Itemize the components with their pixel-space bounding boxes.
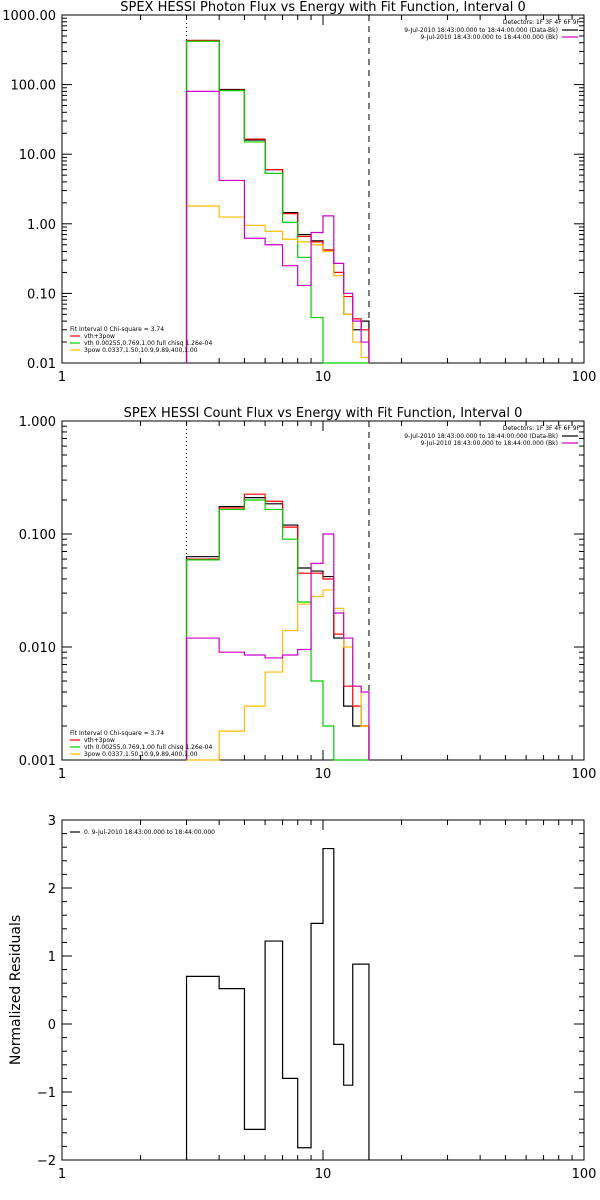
y-tick-label: 0 — [48, 1018, 56, 1033]
legend-right-entry: 9-Jul-2010 18:43:00.000 to 18:44:00.000 … — [404, 27, 558, 34]
series-vth-line — [185, 499, 369, 761]
plot-frame — [61, 14, 585, 364]
y-tick-label: 100.00 — [11, 79, 57, 94]
legend-left-entry: vth 0.00255,0.769,1.00 full chisq 1.26e-… — [84, 744, 212, 751]
detectors-label: Detectors: 1F 3F 4F 6F 9F — [503, 425, 581, 432]
chart-panel-3: 1 10 100 −2 −1 0 1 2 3 Normalized Residuals 0. 9-J… — [8, 814, 596, 1182]
chart-panel-1: SPEX HESSI Photon Flux vs Energy with Fi… — [2, 0, 596, 385]
x-tick-label: 100 — [572, 767, 597, 782]
x-tick-label: 10 — [315, 1167, 332, 1182]
y-tick-label: 0.010 — [19, 641, 56, 656]
series-0--line — [185, 847, 370, 1160]
chart-title: SPEX HESSI Count Flux vs Energy with Fit… — [124, 406, 523, 421]
y-tick-label: 1.00 — [27, 218, 56, 233]
x-tick-label: 1 — [58, 1167, 66, 1182]
series-bk-line — [185, 533, 370, 760]
legend-right-entry: 9-Jul-2010 18:43:00.000 to 18:44:00.000 … — [420, 440, 558, 447]
series-vth-line — [185, 40, 369, 364]
series-3pow-line — [186, 589, 370, 761]
y-axis-label: Normalized Residuals — [8, 915, 24, 1065]
legend-left-entry: vth+3pow — [84, 737, 115, 744]
legend-left-entry: 0. 9-Jul-2010 18:43:00.000 to 18:44:00.0… — [84, 829, 215, 836]
chart-title: SPEX HESSI Photon Flux vs Energy with Fi… — [120, 0, 526, 15]
y-tick-label: 10.00 — [19, 148, 56, 163]
fit-header: Fit Interval 0 Chi-square = 3.74 — [70, 730, 164, 737]
legend-right-entry: 9-Jul-2010 18:43:00.000 to 18:44:00.000 … — [420, 34, 558, 41]
x-tick-label: 1 — [58, 767, 66, 782]
legend-right-entry: 9-Jul-2010 18:43:00.000 to 18:44:00.000 … — [404, 433, 558, 440]
series-data-bk-line — [185, 39, 370, 363]
y-tick-label: −2 — [37, 1154, 56, 1169]
y-tick-label: −1 — [37, 1086, 56, 1101]
series-data-bk-line — [185, 496, 370, 760]
x-tick-label: 100 — [572, 1167, 597, 1182]
fit-header: Fit Interval 0 Chi-square = 3.74 — [70, 326, 164, 333]
y-tick-label: 2 — [48, 882, 56, 897]
series-bk-line — [185, 90, 370, 363]
detectors-label: Detectors: 1F 3F 4F 6F 9F — [503, 19, 581, 26]
legend-left-entry: 3pow 0.0337,1.50,10.9,9.89,400,1.00 — [84, 347, 198, 354]
x-tick-label: 10 — [315, 767, 332, 782]
x-tick-label: 10 — [315, 370, 332, 385]
y-tick-label: 3 — [48, 814, 56, 829]
legend-left-entry: vth 0.00255,0.769,1.00 full chisq 1.26e-… — [84, 340, 212, 347]
y-tick-label: 0.001 — [19, 754, 56, 769]
y-tick-label: 0.10 — [27, 287, 56, 302]
y-tick-label: 0.01 — [27, 357, 56, 372]
series-3pow-line — [185, 205, 370, 363]
x-tick-label: 1 — [58, 370, 66, 385]
y-tick-label: 1000.00 — [2, 9, 56, 24]
series-vth-3pow-line — [185, 39, 370, 363]
y-tick-label: 0.100 — [19, 528, 56, 543]
chart-panel-2: SPEX HESSI Count Flux vs Energy with Fit… — [19, 406, 597, 782]
y-tick-label: 1.000 — [19, 415, 56, 430]
x-tick-label: 100 — [572, 370, 597, 385]
legend-left-entry: vth+3pow — [84, 333, 115, 340]
y-tick-label: 1 — [48, 950, 56, 965]
series-vth-3pow-line — [185, 493, 370, 760]
legend-left-entry: 3pow 0.0337,1.50,10.9,9.89,400,1.00 — [84, 751, 198, 758]
